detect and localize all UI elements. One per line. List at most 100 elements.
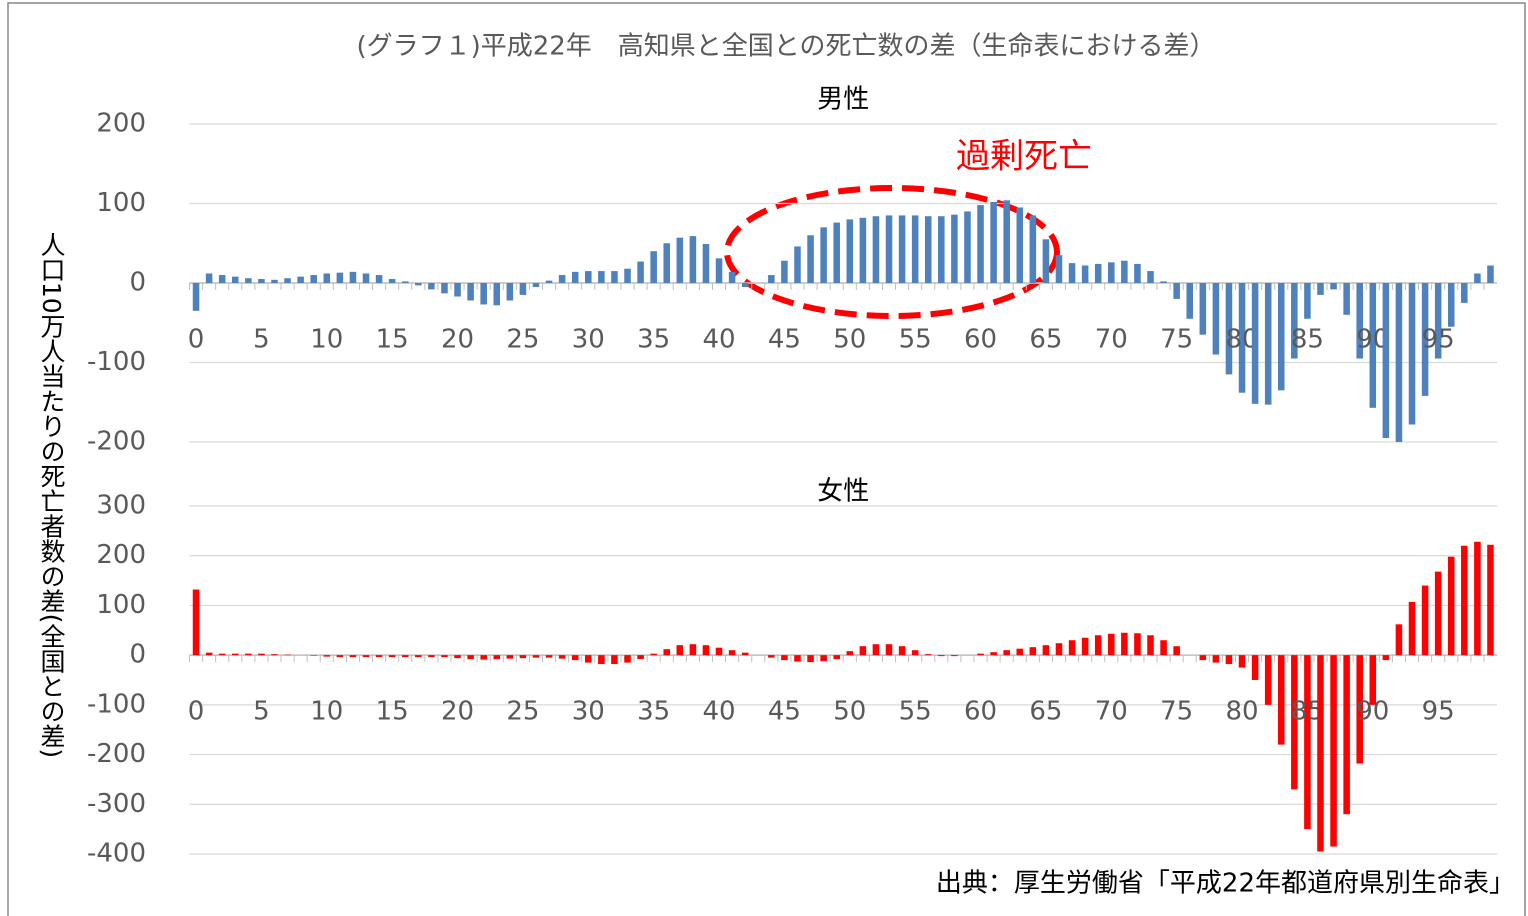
bar [1225, 655, 1233, 665]
bar [1408, 283, 1416, 425]
x-tick-label: 75 [1160, 325, 1193, 355]
bar [401, 281, 409, 283]
bar [1291, 283, 1298, 359]
bar [493, 283, 501, 306]
bar [885, 215, 893, 283]
bar [1356, 283, 1363, 359]
bar [1212, 283, 1220, 355]
x-tick-label: 35 [637, 697, 670, 727]
x-tick-label: 65 [1029, 697, 1062, 727]
bar [1461, 545, 1468, 656]
bar [205, 652, 213, 656]
bar [428, 283, 435, 290]
bar [192, 283, 200, 311]
bar [872, 216, 880, 283]
bar [375, 655, 383, 658]
bar [702, 645, 710, 656]
bar [454, 283, 461, 297]
bar [1447, 556, 1455, 656]
bar [571, 655, 579, 661]
bar [1238, 283, 1246, 393]
bar [1016, 207, 1024, 283]
bar [1369, 655, 1377, 705]
bar [977, 205, 984, 283]
bar [624, 655, 631, 663]
y-tick-label: 200 [96, 540, 146, 570]
bar [1264, 655, 1272, 705]
bar [415, 655, 422, 658]
bar [846, 219, 854, 283]
bar [545, 280, 553, 283]
bar [1356, 655, 1363, 764]
bar [1277, 283, 1285, 391]
bar [1003, 650, 1010, 656]
x-tick-label: 45 [768, 697, 801, 727]
frame [7, 2, 1526, 916]
bar [598, 655, 605, 665]
bar [951, 214, 958, 283]
x-tick-label: 90 [1356, 697, 1389, 727]
y-tick-label: 300 [96, 491, 146, 521]
bar [1081, 637, 1089, 656]
bar [1199, 655, 1207, 661]
bar [271, 654, 278, 656]
x-tick-label: 15 [376, 325, 409, 355]
bar [467, 283, 474, 301]
bar [1487, 544, 1494, 656]
bar [846, 651, 854, 656]
bar [1382, 655, 1390, 661]
bar [1160, 640, 1167, 656]
bar [1094, 635, 1102, 656]
bar [1042, 239, 1050, 283]
bar [218, 275, 226, 283]
bar [336, 655, 344, 658]
y-tick-label: 0 [129, 640, 146, 670]
bar [781, 655, 788, 661]
bar [1343, 655, 1350, 815]
bar [1330, 283, 1337, 290]
bar [663, 649, 671, 656]
bar [1173, 646, 1180, 656]
x-tick-label: 80 [1225, 697, 1258, 727]
bar [990, 652, 997, 656]
y-tick-label: -400 [87, 839, 146, 869]
y-tick-label: 200 [96, 109, 146, 139]
x-tick-label: 30 [572, 325, 605, 355]
bar [820, 655, 827, 662]
bar [1029, 647, 1037, 656]
bar [820, 227, 827, 283]
x-tick-label: 5 [253, 697, 270, 727]
bar [689, 236, 697, 283]
bar [1108, 633, 1115, 656]
bar [1068, 263, 1076, 283]
bar [1121, 632, 1128, 656]
bar [1317, 655, 1324, 852]
bar [1487, 265, 1494, 283]
bar [1121, 260, 1128, 283]
bar [1029, 215, 1037, 283]
x-tick-label: 45 [768, 325, 801, 355]
bar [480, 283, 487, 305]
bar [323, 273, 331, 283]
y-tick-label: -100 [87, 347, 146, 377]
bar [924, 654, 932, 656]
bar [558, 655, 566, 659]
bar [1094, 263, 1102, 283]
x-tick-label: 60 [964, 697, 997, 727]
bar [898, 215, 906, 283]
bar [1474, 273, 1481, 283]
bar [794, 655, 801, 662]
bar [415, 283, 422, 286]
bar [532, 283, 540, 287]
bar [833, 222, 840, 283]
bar [388, 279, 396, 283]
x-tick-label: 40 [702, 325, 735, 355]
bar [676, 237, 684, 283]
x-tick-label: 5 [253, 325, 270, 355]
x-tick-label: 50 [833, 697, 866, 727]
bar [1434, 283, 1442, 359]
x-tick-label: 55 [899, 325, 932, 355]
bar [231, 653, 239, 656]
bar [938, 655, 945, 657]
